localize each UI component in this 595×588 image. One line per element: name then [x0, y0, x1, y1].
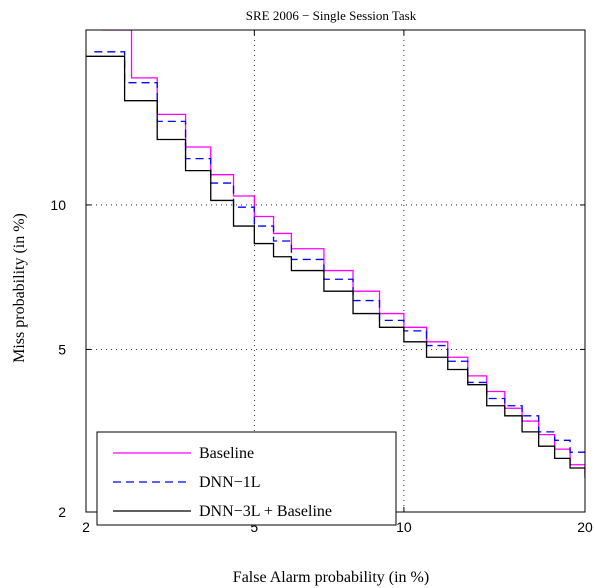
legend-label-2: DNN−1L [199, 474, 260, 491]
y-tick-label: 10 [50, 197, 66, 213]
grid-layer [86, 30, 585, 512]
y-axis-label: Miss probability (in %) [11, 213, 28, 363]
x-tick-label: 2 [82, 519, 90, 535]
legend-box [96, 431, 397, 526]
y-tick-label: 2 [58, 504, 66, 520]
x-tick-label: 5 [250, 519, 258, 535]
x-tick-label: 10 [396, 519, 412, 535]
y-tick-label: 5 [58, 341, 66, 357]
legend: Baseline DNN−1L DNN−3L + Baseline [96, 431, 397, 526]
x-axis-label: False Alarm probability (in %) [233, 569, 429, 586]
x-tick-label: 20 [577, 519, 593, 535]
chart-title: SRE 2006 − Single Session Task [246, 8, 417, 23]
legend-label-3: DNN−3L + Baseline [199, 503, 332, 520]
legend-entries: Baseline DNN−1L DNN−3L + Baseline [113, 445, 332, 520]
legend-label-1: Baseline [199, 445, 254, 462]
series-layer [86, 30, 585, 479]
series-line-3 [86, 55, 585, 479]
